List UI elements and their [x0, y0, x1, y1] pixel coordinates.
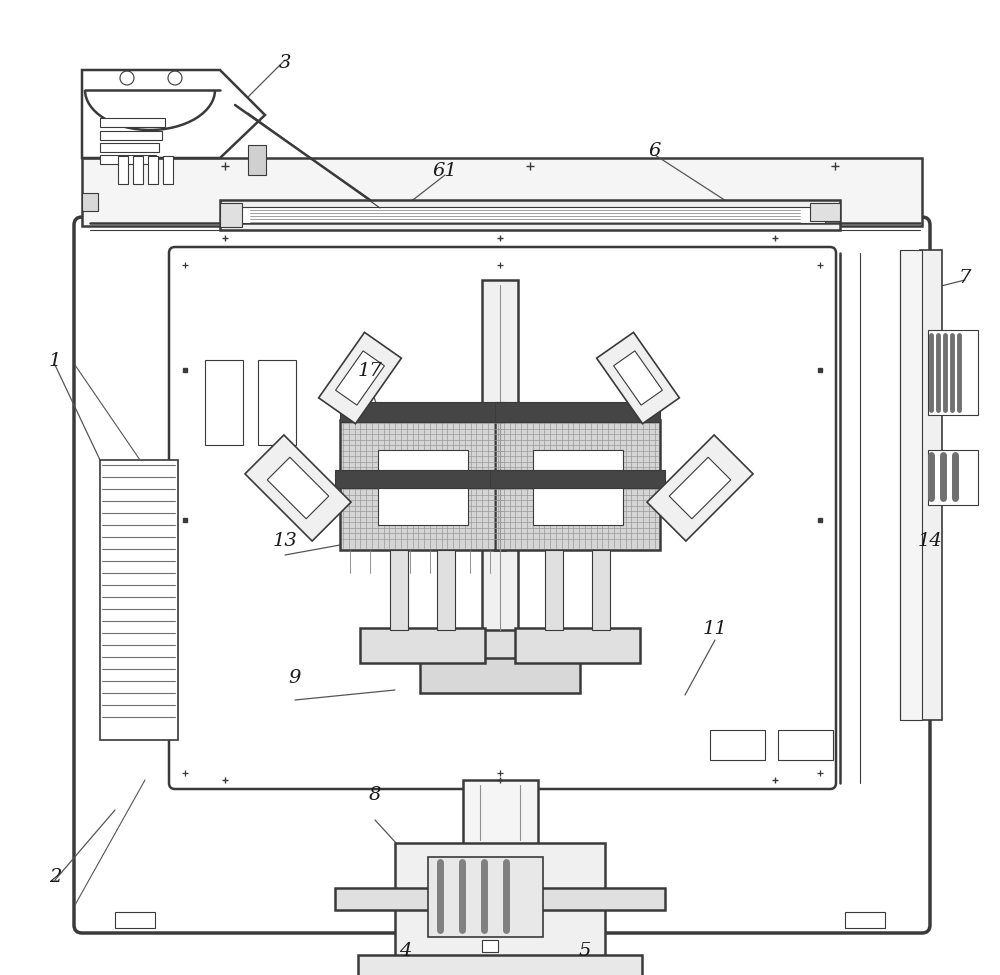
Bar	[778, 730, 833, 760]
Bar	[515, 628, 640, 663]
Text: 4: 4	[399, 942, 411, 959]
Bar	[428, 857, 543, 937]
Bar	[340, 402, 505, 422]
Polygon shape	[319, 332, 401, 424]
Bar	[360, 628, 485, 663]
Bar	[115, 912, 155, 928]
Text: 14: 14	[918, 532, 942, 550]
Bar	[463, 780, 538, 845]
Bar	[220, 203, 242, 227]
Bar	[148, 156, 158, 184]
Bar	[845, 912, 885, 928]
Text: 61: 61	[433, 162, 457, 179]
Wedge shape	[85, 90, 215, 155]
FancyBboxPatch shape	[169, 247, 836, 789]
Polygon shape	[614, 351, 662, 406]
Bar	[163, 156, 173, 184]
Bar	[100, 143, 159, 152]
Polygon shape	[597, 332, 679, 424]
Bar	[928, 330, 978, 415]
Bar	[710, 730, 765, 760]
Text: 13: 13	[273, 532, 297, 550]
Bar	[100, 131, 162, 140]
Bar	[340, 420, 505, 550]
Text: 17: 17	[358, 362, 382, 379]
Polygon shape	[336, 351, 384, 406]
Bar	[810, 203, 840, 221]
Bar	[378, 450, 468, 525]
Polygon shape	[82, 70, 265, 158]
Bar	[248, 145, 266, 175]
Bar	[495, 402, 660, 422]
Bar	[390, 630, 610, 660]
FancyBboxPatch shape	[74, 217, 930, 933]
Bar	[482, 940, 498, 952]
Bar	[220, 200, 840, 230]
Bar	[82, 158, 922, 226]
Bar	[118, 156, 128, 184]
Bar	[920, 250, 942, 720]
Bar	[490, 470, 665, 488]
Bar	[100, 118, 165, 127]
Bar	[335, 470, 510, 488]
Text: 2: 2	[49, 869, 61, 886]
Polygon shape	[267, 457, 329, 519]
Text: 1: 1	[49, 352, 61, 370]
Bar	[900, 250, 922, 720]
Bar	[235, 207, 825, 223]
Text: 3: 3	[279, 55, 291, 72]
Text: 8: 8	[369, 786, 381, 803]
Text: 7: 7	[959, 269, 971, 287]
Bar	[133, 156, 143, 184]
Bar	[437, 550, 455, 630]
Bar	[928, 450, 978, 505]
Polygon shape	[647, 435, 753, 541]
Bar	[258, 360, 296, 445]
Bar	[420, 658, 580, 693]
Text: 11: 11	[703, 620, 727, 638]
Text: 6: 6	[649, 142, 661, 160]
Bar	[205, 360, 243, 445]
Bar	[533, 450, 623, 525]
Bar	[545, 550, 563, 630]
Text: 5: 5	[579, 942, 591, 959]
Bar	[482, 280, 518, 635]
Bar	[495, 420, 660, 550]
Bar	[335, 888, 665, 910]
Bar	[390, 550, 408, 630]
Bar	[358, 955, 642, 975]
Bar	[100, 155, 156, 164]
Bar	[592, 550, 610, 630]
Bar	[82, 193, 98, 211]
Polygon shape	[669, 457, 731, 519]
Text: 9: 9	[289, 669, 301, 686]
Bar	[395, 843, 605, 958]
Bar	[100, 460, 178, 740]
Polygon shape	[245, 435, 351, 541]
